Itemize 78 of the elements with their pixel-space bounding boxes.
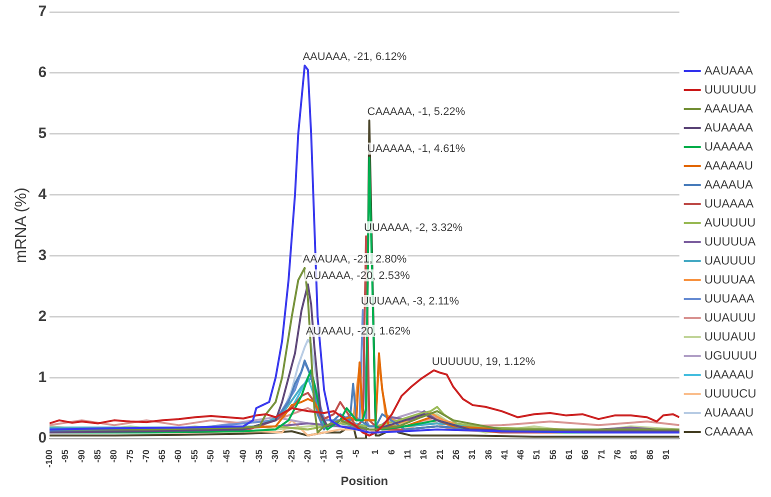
x-tick-label: 26 [450,450,461,460]
x-tick-label: 21 [434,450,445,460]
x-tick-label: -30 [270,450,280,463]
y-tick-label: 7 [38,3,47,20]
legend-label: UUAAAA [704,196,754,210]
legend-label: UUAUUU [704,310,756,324]
legend-label: AAAAUA [704,177,754,192]
x-tick-label: -55 [189,450,200,463]
legend-label: UUUUUA [704,234,756,248]
x-tick-label: -20 [302,450,312,463]
x-axis-title: Position [340,474,388,488]
annotation: UUAAAA, -2, 3.32% [364,222,463,234]
x-tick-label: 91 [660,450,671,460]
x-tick-label: -5 [350,450,361,458]
x-tick-label: -85 [92,450,102,463]
x-tick-label: -60 [173,450,184,463]
x-tick-label: -45 [222,450,232,463]
annotation: UUUUUU, 19, 1.12% [432,356,536,368]
x-tick-label: -35 [254,450,264,463]
x-tick-label: 41 [499,450,510,460]
x-tick-label: -40 [238,450,248,463]
x-tick-label: -70 [140,450,151,463]
annotation: AUAAAA, -20, 2.53% [306,270,410,282]
annotation: UUUAAA, -3, 2.11% [360,296,460,308]
legend-label: AUAAAA [704,120,754,134]
x-tick-label: 61 [564,450,574,460]
x-tick-label: 76 [612,450,622,460]
y-tick-label: 1 [38,368,47,386]
x-tick-label: -90 [76,450,86,463]
x-tick-label: 16 [418,450,429,460]
x-tick-label: -10 [334,450,345,463]
x-tick-label: 71 [596,450,606,460]
x-tick-label: 56 [548,450,558,460]
legend-label: CAAAAA [704,424,754,438]
annotation: AAUAAA, -21, 6.12% [302,51,407,64]
x-tick-label: 66 [580,450,590,460]
legend-label: AAAAAU [704,158,754,172]
legend-label: UUUUCU [704,386,756,400]
legend-label: UAAAAA [704,139,754,154]
x-tick-label: -100 [44,450,54,468]
annotation: AUAAAU, -20, 1.62% [306,325,411,338]
legend-label: AAAUAA [704,101,754,116]
y-axis-title: mRNA (%) [13,188,30,264]
annotation: UAAAAA, -1, 4.61% [367,143,466,156]
x-tick-label: 86 [644,450,655,460]
legend-label: UAUUUU [704,253,756,268]
x-tick-label: 31 [467,450,478,460]
y-tick-label: 6 [38,64,47,82]
y-tick-label: 5 [38,125,47,142]
y-tick-label: 0 [38,430,47,447]
x-tick-label: -80 [108,450,119,463]
x-tick-label: 36 [483,450,494,460]
legend-label: UAAAAU [704,367,754,382]
legend-label: AAUAAA [704,63,754,78]
y-tick-label: 4 [38,186,48,203]
x-tick-label: 81 [628,450,639,460]
x-tick-label: 46 [516,450,526,460]
x-tick-label: -50 [206,450,216,463]
annotation: AAAUAA, -21, 2.80% [302,253,407,266]
x-tick-label: 1 [370,450,380,455]
x-tick-label: -15 [318,450,329,463]
legend-label: UUUUAA [704,272,756,286]
y-tick-label: 3 [38,246,47,264]
legend-label: UUUUUU [704,82,756,96]
x-tick-label: -65 [157,450,168,463]
legend-label: AUUUUU [704,215,756,230]
legend-label: UGUUUU [704,348,758,362]
x-tick-label: -25 [286,450,296,463]
y-tick-label: 2 [38,308,47,325]
x-tick-label: 51 [532,450,542,460]
legend-label: AUAAAU [704,405,754,420]
x-tick-label: -95 [60,450,70,463]
annotation: CAAAAA, -1, 5.22% [367,106,466,118]
legend-label: UUUAAA [704,291,754,306]
legend-label: UUUAUU [704,329,756,344]
x-tick-label: 11 [402,450,413,460]
x-tick-label: -75 [124,450,135,463]
x-tick-label: 6 [386,450,396,455]
